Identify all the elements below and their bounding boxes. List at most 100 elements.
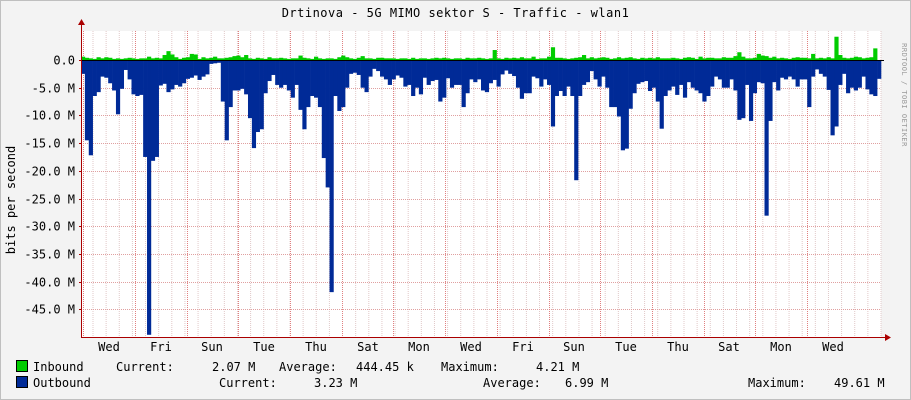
outbound-bar [205, 60, 210, 75]
outbound-bar [846, 60, 851, 94]
outbound-bar [865, 60, 870, 90]
outbound-bar [768, 60, 773, 121]
inbound-bar [574, 57, 579, 60]
inbound-bar [799, 57, 804, 60]
inbound-bar [197, 58, 202, 60]
y-tick-label: -35.0 M [24, 248, 75, 262]
outbound-bar [174, 60, 179, 85]
outbound-bar [282, 60, 288, 85]
inbound-bar [271, 58, 276, 60]
outbound-bar [181, 60, 187, 84]
inbound-bar [554, 57, 559, 60]
inbound-bar [632, 58, 637, 60]
outbound-bar [263, 60, 268, 94]
outbound-bar [123, 60, 128, 70]
x-tick-label: Thu [305, 340, 327, 354]
y-tick-label: -15.0 M [24, 137, 75, 151]
outbound-bar [395, 60, 400, 76]
inbound-bar [581, 55, 587, 60]
outbound-bar [131, 60, 136, 95]
outbound-bar [589, 60, 594, 72]
inbound-bar [523, 58, 528, 60]
inbound-bar [414, 58, 420, 60]
chart-title: Drtinova - 5G MIMO sektor S - Traffic - … [281, 6, 630, 20]
inbound-bar [294, 58, 299, 60]
inbound-bar [644, 58, 649, 60]
inbound-bar [865, 57, 870, 60]
inbound-bar [849, 57, 855, 60]
outbound-bar [504, 60, 509, 71]
inbound-bar [201, 57, 206, 60]
outbound-bar [644, 60, 649, 82]
inbound-bar [154, 57, 159, 60]
inbound-bar [453, 58, 458, 60]
inbound-bar [181, 57, 187, 60]
inbound-bar [663, 58, 668, 60]
outbound-bar [438, 60, 443, 102]
inbound-bar [733, 56, 738, 60]
outbound-bar [488, 60, 493, 84]
outbound-bar [314, 60, 319, 98]
inbound-bar [756, 53, 761, 60]
outbound-bar [679, 60, 684, 85]
outbound-bar [512, 60, 517, 77]
outbound-bar [853, 60, 858, 91]
x-tick-label: Sat [357, 340, 379, 354]
inbound-bar [725, 57, 730, 60]
inbound-bar [92, 58, 97, 60]
outbound-bar [387, 60, 392, 85]
outbound-bar [422, 60, 427, 78]
inbound-bar [112, 58, 117, 60]
x-tick-label: Thu [667, 340, 689, 354]
inbound-bar [104, 57, 109, 60]
inbound-bar [601, 57, 606, 60]
inbound-bar [562, 58, 567, 60]
outbound-bar [376, 60, 381, 72]
outbound-bar [178, 60, 183, 87]
inbound-bar [628, 57, 633, 60]
outbound-bar [752, 60, 758, 94]
inbound-bar [306, 58, 311, 60]
outbound-bar [457, 60, 462, 85]
inbound-bar [325, 58, 330, 60]
inbound-bar [473, 58, 478, 60]
outbound-bar [209, 60, 214, 64]
outbound-bar [550, 60, 556, 127]
outbound-bar [139, 60, 144, 95]
outbound-bar [787, 60, 792, 77]
inbound-bar [659, 58, 664, 60]
inbound-bar [446, 58, 451, 60]
outbound-bar [298, 60, 303, 110]
inbound-bar [162, 55, 167, 60]
outbound-bar [481, 60, 486, 91]
outbound-bar [170, 60, 175, 90]
y-tick-label: -20.0 M [24, 165, 75, 179]
outbound-bar [418, 60, 424, 95]
outbound-bar [345, 60, 350, 88]
outbound-swatch [16, 376, 28, 388]
outbound-bar [861, 60, 866, 77]
inbound-bar [81, 56, 86, 60]
inbound-bar [527, 58, 532, 60]
inbound-bar [570, 58, 575, 60]
inbound-bar [853, 56, 858, 60]
outbound-bar [449, 60, 455, 88]
outbound-bar [842, 60, 847, 74]
inbound-bar [174, 57, 179, 60]
inbound-bar [671, 57, 676, 60]
outbound-bar [275, 60, 280, 85]
inbound-bar [698, 56, 703, 60]
inbound-bar [826, 57, 831, 60]
x-tick-label: Fri [512, 340, 534, 354]
inbound-bar [710, 57, 715, 60]
inbound-bar [776, 58, 781, 60]
x-tick-label: Mon [770, 340, 792, 354]
inbound-bar [834, 36, 839, 60]
outbound-bar [714, 60, 719, 77]
outbound-bar [232, 60, 237, 91]
inbound-bar [795, 57, 800, 60]
inbound-bar [706, 57, 711, 60]
outbound-bar [104, 60, 109, 78]
inbound-bar [228, 57, 233, 60]
outbound-bar [147, 60, 152, 335]
